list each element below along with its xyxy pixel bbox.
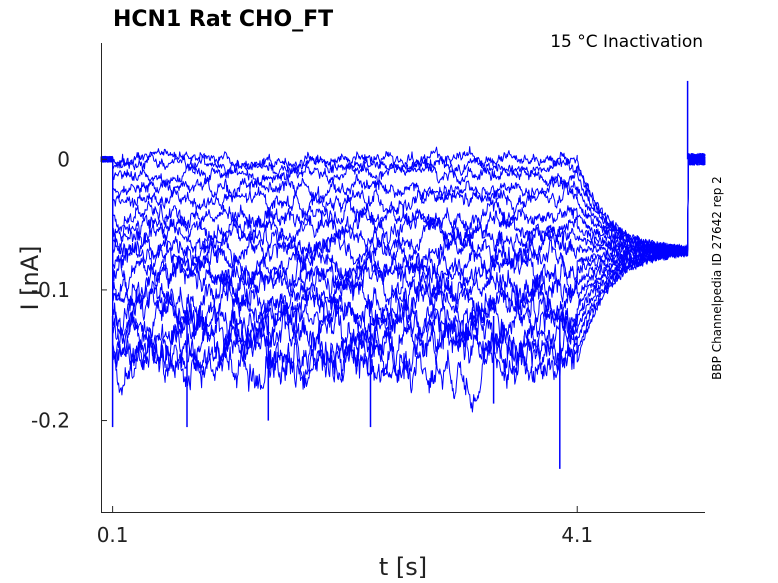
sweep-trace-4 bbox=[100, 152, 706, 254]
sweep-trace-6 bbox=[100, 153, 706, 254]
y-tick-label-3: -0.2 bbox=[31, 409, 70, 433]
y-tick-label-2: -0.1 bbox=[31, 278, 70, 302]
current-traces bbox=[100, 146, 706, 413]
x-tick-label-2: 4.1 bbox=[561, 523, 593, 547]
sweep-trace-1 bbox=[100, 146, 706, 253]
plot-area bbox=[100, 80, 706, 469]
x-tick-label-1: 0.1 bbox=[97, 523, 129, 547]
x-ticks: 0.1 4.1 bbox=[97, 506, 593, 547]
sweep-trace-7 bbox=[100, 153, 706, 255]
sweep-trace-19 bbox=[100, 153, 706, 413]
y-ticks: 0 -0.1 -0.2 bbox=[31, 147, 107, 433]
y-tick-label-1: 0 bbox=[57, 147, 70, 171]
sweep-trace-8 bbox=[100, 154, 706, 265]
sweep-trace-3 bbox=[100, 153, 706, 253]
sweep-trace-5 bbox=[100, 154, 706, 254]
sweep-trace-18 bbox=[100, 153, 706, 390]
condition-annotation: 15 °C Inactivation bbox=[550, 32, 703, 52]
chart-title: HCN1 Rat CHO_FT bbox=[113, 7, 333, 32]
sweep-trace-9 bbox=[100, 153, 706, 276]
sweep-trace-15 bbox=[100, 153, 706, 355]
x-axis-label: t [s] bbox=[379, 553, 427, 581]
sweep-trace-2 bbox=[100, 151, 706, 253]
sweep-trace-16 bbox=[100, 153, 706, 372]
y-axis-label: I [nA] bbox=[16, 245, 44, 310]
channelpedia-id-label: BBP Channelpedia ID 27642 rep 2 bbox=[710, 176, 724, 380]
sweep-trace-13 bbox=[100, 153, 706, 336]
transient-spikes bbox=[111, 80, 689, 469]
